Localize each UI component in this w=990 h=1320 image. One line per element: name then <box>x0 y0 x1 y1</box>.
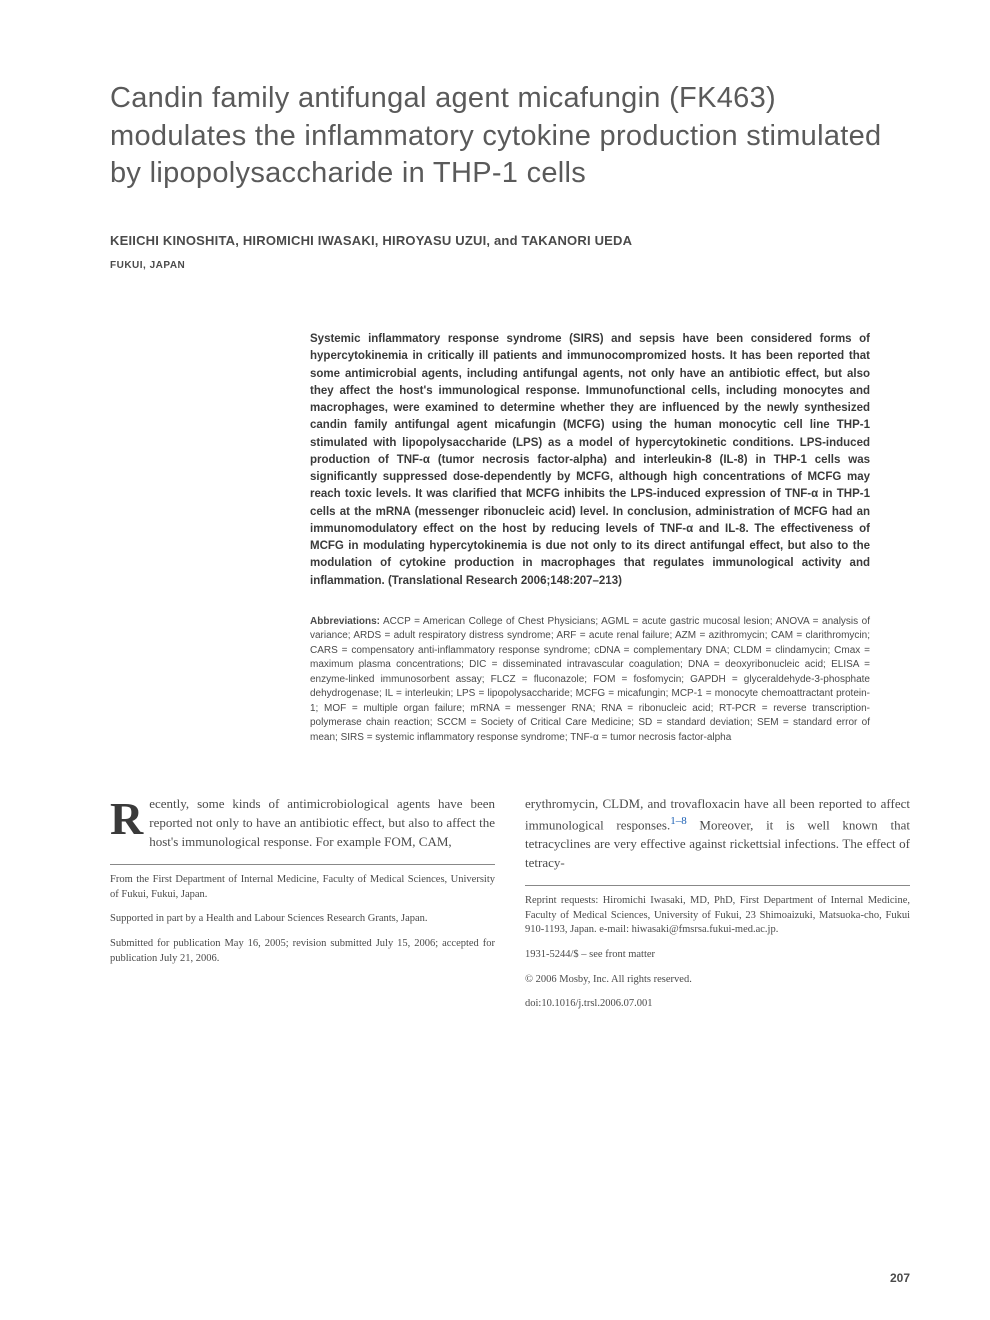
author-list: KEIICHI KINOSHITA, HIROMICHI IWASAKI, HI… <box>110 233 910 248</box>
footnote-copyright: © 2006 Mosby, Inc. All rights reserved. <box>525 973 910 988</box>
footnote-doi: doi:10.1016/j.trsl.2006.07.001 <box>525 997 910 1012</box>
abbreviations-block: Abbreviations: ACCP = American College o… <box>310 615 870 746</box>
footnote-dates: Submitted for publication May 16, 2005; … <box>110 937 495 966</box>
footnote-divider <box>110 864 495 865</box>
dropcap: R <box>110 795 149 838</box>
citation-link[interactable]: 1–8 <box>670 815 687 827</box>
body-column-right: erythromycin, CLDM, and trovafloxacin ha… <box>525 795 910 1022</box>
footnote-funding: Supported in part by a Health and Labour… <box>110 912 495 927</box>
footnote-reprint: Reprint requests: Hiromichi Iwasaki, MD,… <box>525 894 910 938</box>
body-columns: Recently, some kinds of antimicrobiologi… <box>110 795 910 1022</box>
footnote-affiliation: From the First Department of Internal Me… <box>110 873 495 902</box>
abbreviations-text: ACCP = American College of Chest Physici… <box>310 616 870 743</box>
abstract-text: Systemic inflammatory response syndrome … <box>310 331 870 590</box>
abbreviations-label: Abbreviations: <box>310 616 380 627</box>
article-title: Candin family antifungal agent micafungi… <box>110 80 910 193</box>
body-column-left: Recently, some kinds of antimicrobiologi… <box>110 795 495 1022</box>
intro-paragraph-cont: erythromycin, CLDM, and trovafloxacin ha… <box>525 795 910 873</box>
intro-paragraph: Recently, some kinds of antimicrobiologi… <box>110 795 495 852</box>
footnote-issn: 1931-5244/$ – see front matter <box>525 948 910 963</box>
author-location: FUKUI, JAPAN <box>110 260 910 271</box>
page-number: 207 <box>890 1271 910 1285</box>
intro-text: ecently, some kinds of antimicrobiologic… <box>149 796 495 849</box>
abstract-block: Systemic inflammatory response syndrome … <box>310 331 870 590</box>
footnote-divider-right <box>525 885 910 886</box>
